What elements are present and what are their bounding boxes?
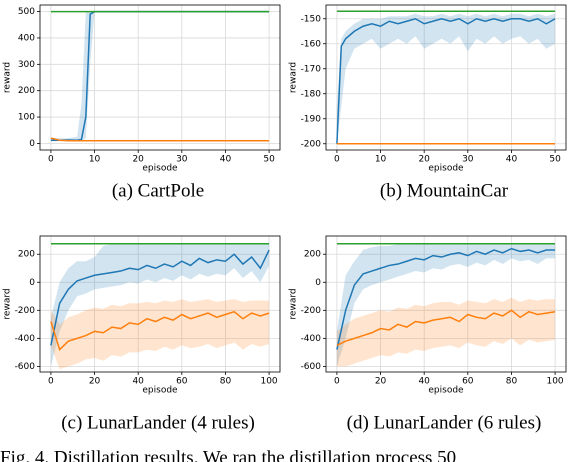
x-tick-label: 60: [462, 377, 474, 387]
x-tick-label: 20: [89, 377, 101, 387]
band: [336, 13, 556, 144]
x-tick-label: 80: [220, 377, 232, 387]
x-axis-label: episode: [142, 386, 178, 396]
x-tick-label: 40: [418, 377, 430, 387]
x-tick-label: 40: [220, 155, 232, 165]
line: [50, 137, 270, 142]
y-tick-label: 400: [18, 33, 35, 43]
line: [50, 249, 270, 346]
x-tick-label: 20: [418, 155, 430, 165]
x-tick-label: 60: [176, 377, 188, 387]
figure-caption: Fig. 4. Distillation results. We ran the…: [0, 447, 456, 462]
x-axis-label: episode: [428, 164, 464, 174]
x-tick-label: 0: [334, 377, 340, 387]
y-tick-label: 0: [29, 278, 35, 288]
x-axis-label: episode: [142, 164, 178, 174]
x-tick-label: 0: [48, 155, 54, 165]
x-tick-label: 40: [132, 377, 144, 387]
plot-background: [326, 5, 566, 150]
x-tick-label: 0: [334, 155, 340, 165]
plot-background: [40, 5, 280, 150]
x-tick-label: 100: [260, 377, 277, 387]
y-tick-label: -400: [15, 334, 36, 344]
subfigure-caption: (b) MountainCar: [380, 180, 509, 201]
subfigure-caption: (c) LunarLander (4 rules): [61, 412, 255, 433]
y-tick-label: -200: [301, 306, 322, 316]
y-tick-label: -200: [301, 139, 322, 149]
y-tick-label: 500: [18, 7, 35, 17]
plot-frame: [39, 4, 281, 151]
y-tick-label: 0: [29, 139, 35, 149]
band: [50, 244, 270, 367]
line: [50, 310, 270, 351]
plot-frame: [325, 235, 567, 373]
y-axis-label: reward: [289, 62, 299, 93]
line: [336, 17, 556, 144]
plot-frame: [325, 4, 567, 151]
y-tick-label: -150: [301, 14, 322, 24]
subfigure-caption: (a) CartPole: [112, 180, 204, 201]
y-axis-label: reward: [289, 288, 299, 319]
y-tick-label: -200: [15, 306, 36, 316]
x-tick-label: 20: [132, 155, 144, 165]
y-tick-label: 0: [315, 278, 321, 288]
x-axis-label: episode: [428, 386, 464, 396]
y-axis-label: reward: [3, 288, 13, 319]
band: [336, 244, 556, 367]
y-tick-label: -400: [301, 334, 322, 344]
plot-background: [40, 236, 280, 372]
plot-frame: [39, 235, 281, 373]
y-tick-label: -600: [301, 362, 322, 372]
x-tick-label: 40: [506, 155, 518, 165]
x-tick-label: 30: [176, 155, 188, 165]
subfigure-caption: (d) LunarLander (6 rules): [347, 412, 542, 433]
x-tick-label: 50: [549, 155, 561, 165]
y-tick-label: -600: [15, 362, 36, 372]
line: [336, 247, 556, 350]
x-tick-label: 20: [375, 377, 387, 387]
y-tick-label: 200: [18, 250, 35, 260]
y-tick-label: 200: [304, 250, 321, 260]
line: [336, 309, 556, 347]
x-tick-label: 10: [375, 155, 387, 165]
y-tick-label: -160: [301, 39, 322, 49]
x-tick-label: 30: [462, 155, 474, 165]
y-tick-label: 100: [18, 113, 35, 123]
y-axis-label: reward: [3, 62, 13, 93]
x-tick-label: 50: [263, 155, 275, 165]
y-tick-label: -180: [301, 89, 322, 99]
plot-background: [326, 236, 566, 372]
y-tick-label: 300: [18, 60, 35, 70]
x-tick-label: 10: [89, 155, 101, 165]
y-tick-label: -170: [301, 64, 322, 74]
x-tick-label: 80: [506, 377, 518, 387]
y-tick-label: 200: [18, 86, 35, 96]
x-tick-label: 100: [546, 377, 563, 387]
y-tick-label: -190: [301, 114, 322, 124]
x-tick-label: 0: [48, 377, 54, 387]
